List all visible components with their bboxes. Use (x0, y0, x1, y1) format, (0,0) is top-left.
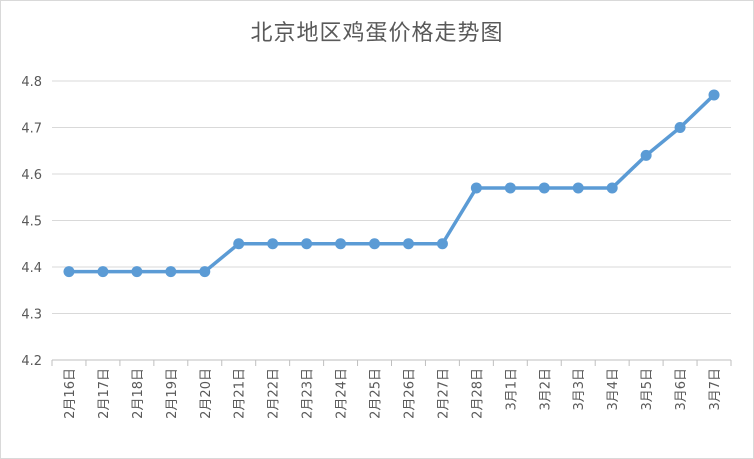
data-point (335, 238, 347, 250)
data-point (199, 266, 211, 278)
x-tick-label: 2月17日 (97, 368, 112, 419)
y-tick-label: 4.2 (21, 354, 42, 369)
x-tick-label: 2月20日 (199, 368, 214, 419)
data-point (165, 266, 177, 278)
x-tick-label: 2月22日 (267, 368, 282, 419)
x-tick-label: 2月19日 (165, 368, 180, 419)
data-point (301, 238, 313, 250)
data-point (538, 182, 550, 194)
x-tick-label: 3月2日 (538, 368, 553, 411)
x-tick-label: 2月25日 (369, 368, 384, 419)
x-tick-label: 3月6日 (674, 368, 689, 411)
data-point (97, 266, 109, 278)
x-tick-label: 3月1日 (504, 368, 519, 411)
x-tick-label: 2月23日 (301, 368, 316, 419)
x-tick-label: 3月7日 (708, 368, 723, 411)
y-tick-label: 4.3 (21, 308, 42, 323)
x-tick-label: 2月21日 (233, 368, 248, 419)
data-point (436, 238, 448, 250)
x-tick-label: 2月18日 (131, 368, 146, 419)
data-point (708, 89, 720, 101)
x-tick-label: 3月5日 (640, 368, 655, 411)
y-tick-label: 4.5 (21, 215, 42, 230)
y-tick-label: 4.6 (21, 168, 42, 183)
data-point (504, 182, 516, 194)
data-point (402, 238, 414, 250)
x-tick-label: 2月24日 (335, 368, 350, 419)
series-line (67, 93, 716, 274)
y-tick-label: 4.7 (21, 122, 42, 137)
y-tick-label: 4.8 (21, 75, 42, 90)
data-point (674, 122, 686, 133)
data-point (606, 182, 618, 194)
data-point (470, 182, 482, 194)
y-tick-label: 4.4 (21, 261, 42, 276)
data-point (640, 149, 652, 161)
data-point (369, 238, 381, 250)
data-point (131, 266, 143, 278)
x-tick-label: 3月3日 (572, 368, 587, 411)
x-tick-label: 2月26日 (402, 368, 417, 419)
x-tick-label: 2月16日 (63, 368, 78, 419)
x-tick-label: 2月28日 (470, 368, 485, 419)
data-point (63, 266, 75, 278)
data-point (233, 238, 245, 250)
data-point (267, 238, 279, 250)
x-tick-label: 2月27日 (436, 368, 451, 419)
chart-title: 北京地区鸡蛋价格走势图 (250, 21, 504, 46)
x-tick-label: 3月4日 (606, 368, 621, 411)
data-point (572, 182, 584, 194)
